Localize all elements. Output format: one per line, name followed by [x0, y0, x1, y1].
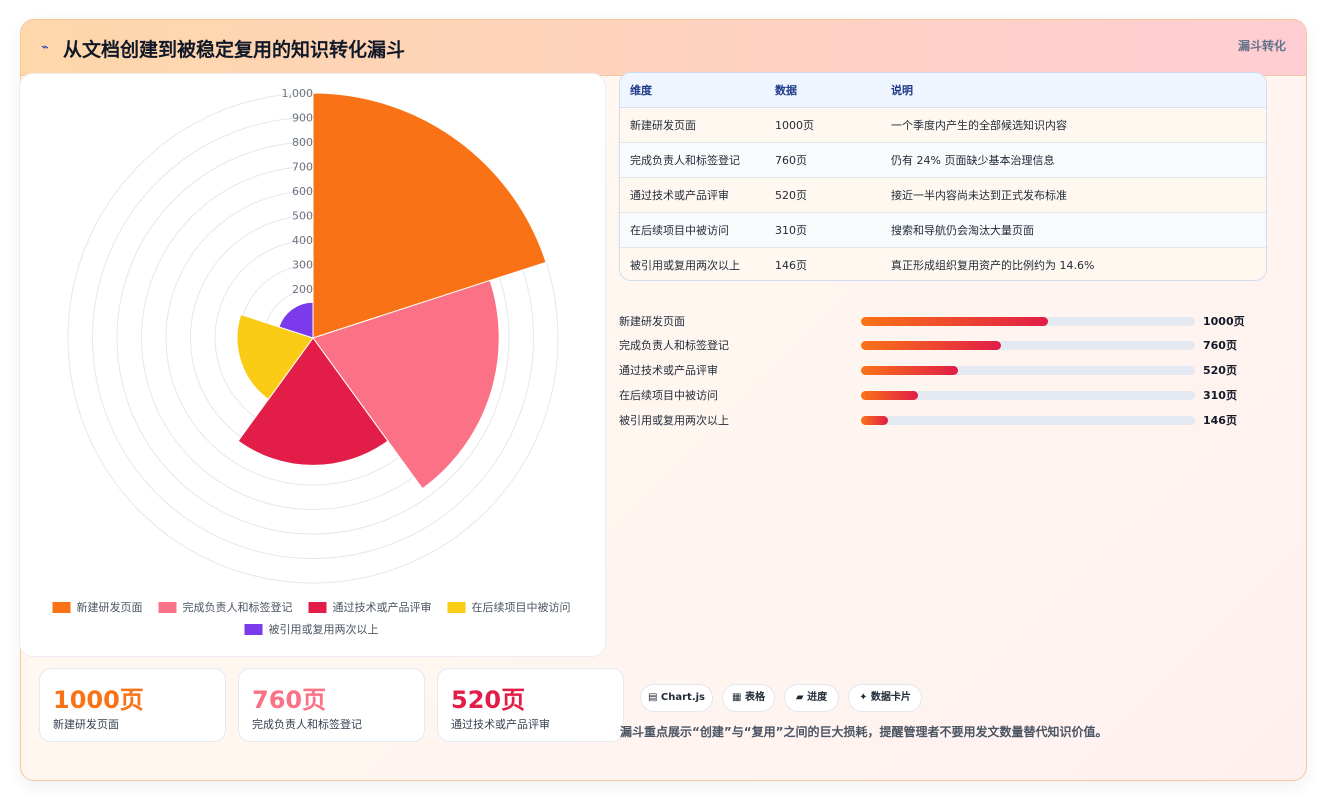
r-tick-label: 300 [292, 259, 313, 272]
r-tick-label: 600 [292, 185, 313, 198]
table-cell: 310页 [775, 212, 891, 248]
progress-row: 被引用或复用两次以上 146页 [619, 410, 1267, 430]
table-row: 被引用或复用两次以上 146页 真正形成组织复用资产的比例约为 14.6% [620, 247, 1266, 280]
column-header: 说明 [891, 73, 1266, 108]
stat-card-1: 1000页 新建研发页面 [39, 668, 226, 742]
table-cell: 在后续项目中被访问 [620, 212, 775, 248]
r-tick-label: 1,000 [282, 87, 314, 100]
r-tick-label: 900 [292, 112, 313, 125]
r-tick-label: 500 [292, 210, 313, 223]
table-cell: 一个季度内产生的全部候选知识内容 [891, 107, 1266, 143]
table-cell: 通过技术或产品评审 [620, 177, 775, 213]
progress-value: 1000页 [1203, 315, 1245, 328]
table-header-row: 维度 数据 说明 [620, 73, 1266, 108]
polar-wedge[interactable] [236, 313, 314, 401]
table-row: 完成负责人和标签登记 760页 仍有 24% 页面缺少基本治理信息 [620, 142, 1266, 178]
progress-row: 完成负责人和标签登记 760页 [619, 335, 1267, 355]
table-cell: 被引用或复用两次以上 [620, 247, 775, 280]
stat-label: 新建研发页面 [53, 718, 119, 731]
column-header: 数据 [775, 73, 891, 108]
table-cell: 完成负责人和标签登记 [620, 142, 775, 178]
table-cell: 1000页 [775, 107, 891, 143]
stat-card-3: 520页 通过技术或产品评审 [437, 668, 624, 742]
stat-value: 1000页 [53, 686, 144, 714]
funnel-icon: ⌁ [41, 40, 49, 55]
r-tick-label: 800 [292, 136, 313, 149]
data-table: 维度 数据 说明 新建研发页面 1000页 一个季度内产生的全部候选知识内容 完… [619, 72, 1267, 281]
progress-fill [861, 391, 918, 400]
legend-swatch[interactable] [158, 602, 177, 613]
progress-value: 146页 [1203, 414, 1237, 427]
r-tick-label: 700 [292, 161, 313, 174]
progress-fill [861, 341, 1002, 350]
progress-track [861, 341, 1195, 350]
polar-wedge[interactable] [278, 301, 314, 339]
progress-label: 新建研发页面 [619, 315, 685, 328]
table-row: 通过技术或产品评审 520页 接近一半内容尚未达到正式发布标准 [620, 177, 1266, 213]
table-cell: 520页 [775, 177, 891, 213]
legend-label[interactable]: 新建研发页面 [77, 600, 143, 614]
r-tick-label: 200 [292, 283, 313, 296]
progress-row: 在后续项目中被访问 310页 [619, 385, 1267, 405]
legend-swatch[interactable] [447, 602, 466, 613]
table-cell: 仍有 24% 页面缺少基本治理信息 [891, 142, 1266, 178]
progress-label: 在后续项目中被访问 [619, 389, 718, 402]
r-tick-label: 400 [292, 234, 313, 247]
legend-swatch[interactable] [244, 624, 263, 635]
legend-label[interactable]: 在后续项目中被访问 [471, 600, 570, 614]
progress-label: 完成负责人和标签登记 [619, 339, 729, 352]
table-cell: 760页 [775, 142, 891, 178]
polar-wedge[interactable] [237, 337, 389, 466]
footnote: 漏斗重点展示“创建”与“复用”之间的巨大损耗，提醒管理者不要用发文数量替代知识价… [620, 725, 1108, 739]
progress-track [861, 391, 1195, 400]
progress-value: 760页 [1203, 339, 1237, 352]
progress-fill [861, 317, 1049, 326]
table-row: 新建研发页面 1000页 一个季度内产生的全部候选知识内容 [620, 107, 1266, 143]
table-row: 在后续项目中被访问 310页 搜索和导航仍会淘汰大量页面 [620, 212, 1266, 248]
progress-track [861, 366, 1195, 375]
chip-progress[interactable]: ▰ 进度 [784, 684, 839, 712]
progress-fill [861, 416, 888, 425]
category-tag: 漏斗转化 [1237, 39, 1286, 53]
page-title: 从文档创建到被稳定复用的知识转化漏斗 [63, 39, 406, 61]
polar-wedge[interactable] [312, 279, 500, 490]
legend-label[interactable]: 被引用或复用两次以上 [269, 622, 379, 636]
progress-value: 310页 [1203, 389, 1237, 402]
table-cell: 接近一半内容尚未达到正式发布标准 [891, 177, 1266, 213]
progress-track [861, 317, 1195, 326]
table-cell: 新建研发页面 [620, 107, 775, 143]
legend-label[interactable]: 通过技术或产品评审 [333, 600, 432, 614]
stat-label: 完成负责人和标签登记 [252, 718, 362, 731]
chip-data-card[interactable]: ✦ 数据卡片 [848, 684, 922, 712]
stat-value: 760页 [252, 686, 327, 714]
stat-label: 通过技术或产品评审 [451, 718, 550, 731]
progress-fill [861, 366, 958, 375]
table-cell: 真正形成组织复用资产的比例约为 14.6% [891, 247, 1266, 280]
stat-value: 520页 [451, 686, 526, 714]
table-cell: 146页 [775, 247, 891, 280]
progress-row: 通过技术或产品评审 520页 [619, 360, 1267, 380]
table-cell: 搜索和导航仍会淘汰大量页面 [891, 212, 1266, 248]
polar-chart-panel: 200 300 400 500 600 700 800 900 1,000 新建研发页面 完成负责人… [19, 73, 606, 657]
column-header: 维度 [620, 73, 775, 108]
progress-row: 新建研发页面 1000页 [619, 311, 1267, 331]
polar-wedge[interactable] [312, 92, 547, 339]
stat-card-2: 760页 完成负责人和标签登记 [238, 668, 425, 742]
polar-area-chart: 200 300 400 500 600 700 800 900 1,000 新建研发页面 完成负责人… [52, 87, 570, 636]
progress-label: 被引用或复用两次以上 [619, 414, 729, 427]
chip-table[interactable]: ▦ 表格 [722, 684, 775, 712]
progress-label: 通过技术或产品评审 [619, 364, 718, 377]
chip-chartjs[interactable]: ▤ Chart.js [640, 684, 713, 712]
progress-track [861, 416, 1195, 425]
card-header: ⌁ 从文档创建到被稳定复用的知识转化漏斗 漏斗转化 [21, 20, 1306, 76]
progress-value: 520页 [1203, 364, 1237, 377]
legend-label[interactable]: 完成负责人和标签登记 [183, 600, 293, 614]
legend-swatch[interactable] [308, 602, 327, 613]
legend-swatch[interactable] [52, 602, 71, 613]
